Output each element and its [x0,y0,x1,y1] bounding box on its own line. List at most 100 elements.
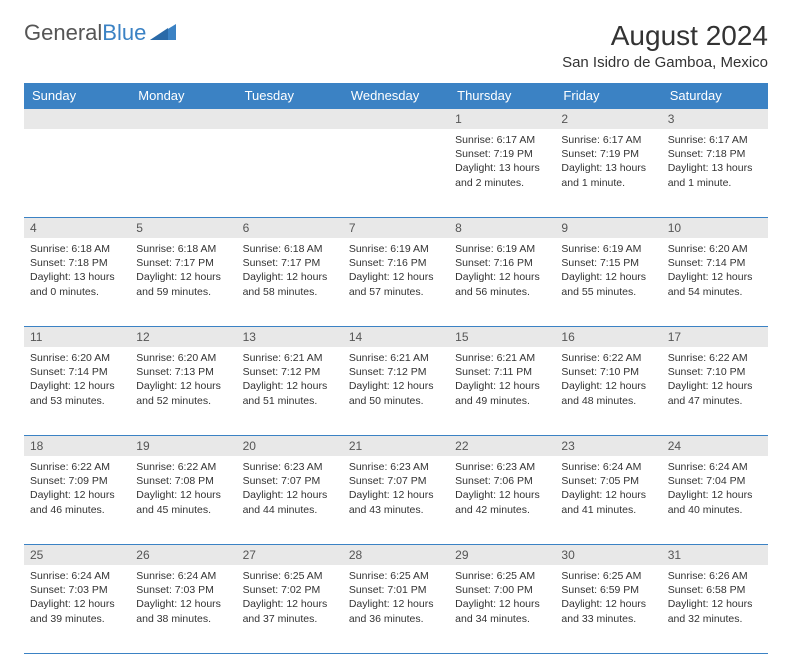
day-number: 20 [237,436,343,456]
day-cell: Sunrise: 6:24 AMSunset: 7:03 PMDaylight:… [130,565,236,653]
sunset-text: Sunset: 7:17 PM [243,256,337,270]
day-number: 7 [343,218,449,238]
day-cell [237,129,343,217]
calendar: Sunday Monday Tuesday Wednesday Thursday… [24,83,768,654]
day-number: 18 [24,436,130,456]
day-number [24,109,130,129]
sunrise-text: Sunrise: 6:19 AM [349,242,443,256]
day-cell: Sunrise: 6:20 AMSunset: 7:13 PMDaylight:… [130,347,236,435]
sunset-text: Sunset: 7:09 PM [30,474,124,488]
sunrise-text: Sunrise: 6:24 AM [668,460,762,474]
day-cell: Sunrise: 6:26 AMSunset: 6:58 PMDaylight:… [662,565,768,653]
day-cell: Sunrise: 6:17 AMSunset: 7:18 PMDaylight:… [662,129,768,217]
day-cell: Sunrise: 6:22 AMSunset: 7:08 PMDaylight:… [130,456,236,544]
daylight-text: Daylight: 12 hours and 51 minutes. [243,379,337,407]
day-cell: Sunrise: 6:17 AMSunset: 7:19 PMDaylight:… [449,129,555,217]
week-row: Sunrise: 6:22 AMSunset: 7:09 PMDaylight:… [24,456,768,544]
sunset-text: Sunset: 7:19 PM [455,147,549,161]
daylight-text: Daylight: 12 hours and 47 minutes. [668,379,762,407]
sunrise-text: Sunrise: 6:19 AM [455,242,549,256]
sunset-text: Sunset: 7:00 PM [455,583,549,597]
day-number: 27 [237,545,343,565]
sunset-text: Sunset: 7:02 PM [243,583,337,597]
day-number: 24 [662,436,768,456]
day-cell: Sunrise: 6:25 AMSunset: 7:02 PMDaylight:… [237,565,343,653]
sunset-text: Sunset: 7:19 PM [561,147,655,161]
day-cell: Sunrise: 6:24 AMSunset: 7:03 PMDaylight:… [24,565,130,653]
sunrise-text: Sunrise: 6:23 AM [455,460,549,474]
daylight-text: Daylight: 12 hours and 46 minutes. [30,488,124,516]
day-header-sun: Sunday [24,83,130,108]
sunrise-text: Sunrise: 6:22 AM [30,460,124,474]
daylight-text: Daylight: 12 hours and 58 minutes. [243,270,337,298]
day-cell: Sunrise: 6:22 AMSunset: 7:10 PMDaylight:… [662,347,768,435]
day-number [237,109,343,129]
day-cell: Sunrise: 6:24 AMSunset: 7:04 PMDaylight:… [662,456,768,544]
sunset-text: Sunset: 7:08 PM [136,474,230,488]
sunrise-text: Sunrise: 6:22 AM [668,351,762,365]
day-cell: Sunrise: 6:18 AMSunset: 7:18 PMDaylight:… [24,238,130,326]
triangle-icon [150,22,176,45]
sunset-text: Sunset: 7:03 PM [136,583,230,597]
sunset-text: Sunset: 7:11 PM [455,365,549,379]
daylight-text: Daylight: 13 hours and 1 minute. [561,161,655,189]
daylight-text: Daylight: 13 hours and 1 minute. [668,161,762,189]
daylight-text: Daylight: 12 hours and 49 minutes. [455,379,549,407]
day-number: 17 [662,327,768,347]
day-cell: Sunrise: 6:23 AMSunset: 7:06 PMDaylight:… [449,456,555,544]
sunset-text: Sunset: 7:15 PM [561,256,655,270]
daylight-text: Daylight: 12 hours and 50 minutes. [349,379,443,407]
header: GeneralBlue August 2024 San Isidro de Ga… [24,20,768,71]
day-header-wed: Wednesday [343,83,449,108]
day-number: 22 [449,436,555,456]
daylight-text: Daylight: 12 hours and 48 minutes. [561,379,655,407]
sunrise-text: Sunrise: 6:24 AM [136,569,230,583]
daylight-text: Daylight: 12 hours and 42 minutes. [455,488,549,516]
day-num-row: 25262728293031 [24,544,768,565]
day-cell: Sunrise: 6:20 AMSunset: 7:14 PMDaylight:… [24,347,130,435]
day-cell: Sunrise: 6:25 AMSunset: 6:59 PMDaylight:… [555,565,661,653]
daylight-text: Daylight: 12 hours and 40 minutes. [668,488,762,516]
day-number: 5 [130,218,236,238]
sunset-text: Sunset: 7:10 PM [561,365,655,379]
sunrise-text: Sunrise: 6:22 AM [561,351,655,365]
sunset-text: Sunset: 7:18 PM [668,147,762,161]
day-number: 14 [343,327,449,347]
sunrise-text: Sunrise: 6:17 AM [668,133,762,147]
day-number: 8 [449,218,555,238]
sunset-text: Sunset: 7:01 PM [349,583,443,597]
day-number: 25 [24,545,130,565]
sunrise-text: Sunrise: 6:17 AM [561,133,655,147]
sunrise-text: Sunrise: 6:21 AM [349,351,443,365]
day-number: 28 [343,545,449,565]
day-header-sat: Saturday [662,83,768,108]
day-number [343,109,449,129]
sunset-text: Sunset: 7:16 PM [349,256,443,270]
daylight-text: Daylight: 12 hours and 56 minutes. [455,270,549,298]
sunrise-text: Sunrise: 6:18 AM [30,242,124,256]
daylight-text: Daylight: 12 hours and 41 minutes. [561,488,655,516]
day-number: 21 [343,436,449,456]
sunset-text: Sunset: 7:16 PM [455,256,549,270]
week-row: Sunrise: 6:24 AMSunset: 7:03 PMDaylight:… [24,565,768,654]
daylight-text: Daylight: 12 hours and 54 minutes. [668,270,762,298]
day-number: 23 [555,436,661,456]
sunrise-text: Sunrise: 6:19 AM [561,242,655,256]
daylight-text: Daylight: 12 hours and 55 minutes. [561,270,655,298]
daylight-text: Daylight: 12 hours and 43 minutes. [349,488,443,516]
day-cell: Sunrise: 6:22 AMSunset: 7:10 PMDaylight:… [555,347,661,435]
day-number: 19 [130,436,236,456]
location: San Isidro de Gamboa, Mexico [562,54,768,71]
day-cell: Sunrise: 6:18 AMSunset: 7:17 PMDaylight:… [237,238,343,326]
daylight-text: Daylight: 12 hours and 44 minutes. [243,488,337,516]
sunset-text: Sunset: 7:18 PM [30,256,124,270]
day-num-row: 11121314151617 [24,326,768,347]
day-header-mon: Monday [130,83,236,108]
sunset-text: Sunset: 7:07 PM [349,474,443,488]
sunset-text: Sunset: 7:14 PM [668,256,762,270]
sunrise-text: Sunrise: 6:18 AM [243,242,337,256]
day-cell: Sunrise: 6:22 AMSunset: 7:09 PMDaylight:… [24,456,130,544]
day-number: 30 [555,545,661,565]
sunset-text: Sunset: 7:03 PM [30,583,124,597]
daylight-text: Daylight: 12 hours and 57 minutes. [349,270,443,298]
